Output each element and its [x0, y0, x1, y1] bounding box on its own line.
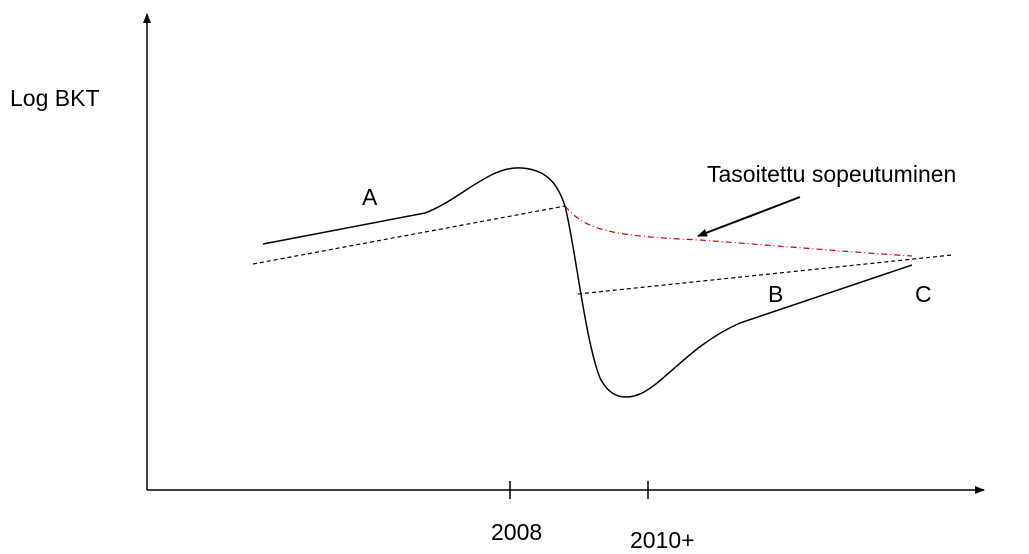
y-axis-label: Log BKT [10, 85, 100, 111]
gdp-curve [262, 167, 913, 398]
x-label: 2008 [491, 519, 542, 545]
trend-line [252, 205, 566, 265]
label-a: A [362, 184, 378, 210]
smoothed-curve [564, 205, 913, 257]
annotation-arrow [697, 196, 801, 237]
x-label: 2010+ [630, 527, 695, 553]
label-smoothed: Tasoitettu sopeutuminen [707, 161, 956, 187]
label-b: B [768, 281, 783, 307]
new-trend-line [577, 254, 953, 295]
label-c: C [915, 281, 932, 307]
